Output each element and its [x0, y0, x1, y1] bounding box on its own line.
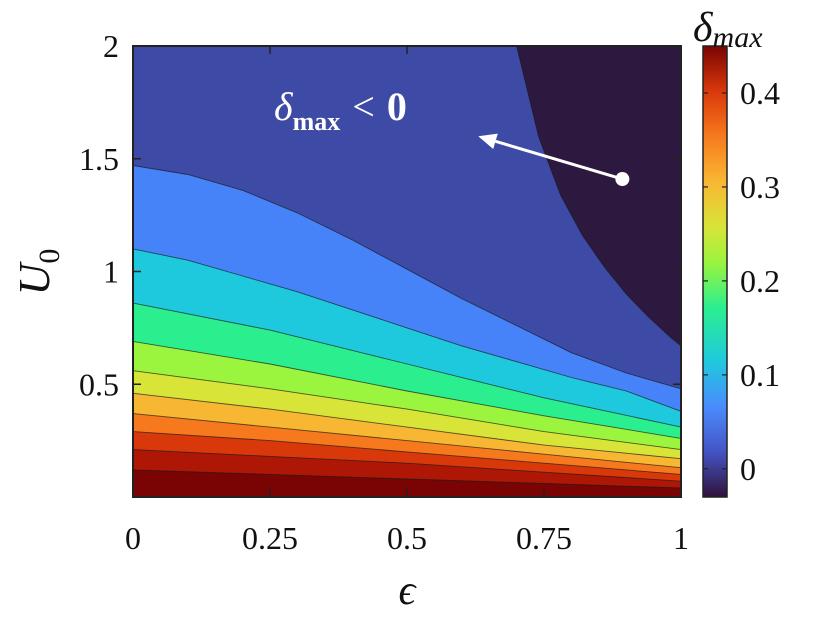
- contour-line-8: [133, 431, 681, 475]
- contour-line-2: [133, 248, 681, 412]
- annotation-dot: [615, 172, 630, 187]
- colorbar-tick-label: 0.3: [740, 169, 780, 205]
- annotation-arrowhead: [478, 133, 498, 149]
- contour-line-7: [133, 413, 681, 469]
- contour-line-9: [133, 449, 681, 482]
- contour-line-3: [133, 302, 681, 428]
- x-axis: 0 0.25 0.5 0.75 1: [125, 46, 689, 556]
- colorbar-label: δmax: [693, 5, 763, 54]
- x-tick-label: 0.25: [242, 520, 298, 556]
- colorbar-gradient: [702, 45, 728, 498]
- annotation-arrow: [495, 139, 623, 181]
- contour-regions: [133, 46, 681, 497]
- y-axis-label: U0: [10, 249, 66, 296]
- contour-line-6: [133, 392, 681, 460]
- region-negative: [516, 46, 681, 346]
- annotation-label: δmax <0: [274, 84, 407, 136]
- y-tick-label: 0.5: [79, 366, 119, 402]
- colorbar-tick-label: 0: [740, 451, 756, 487]
- colorbar-tick-label: 0.1: [740, 357, 780, 393]
- colorbar-tick-label: 0.4: [740, 75, 780, 111]
- y-tick-label: 1: [103, 254, 119, 290]
- colorbar-tick-label: 0.2: [740, 263, 780, 299]
- x-axis-label: ϵ: [399, 568, 418, 614]
- svg-text:U0: U0: [10, 249, 66, 296]
- contour-lines: [133, 46, 681, 489]
- contour-line-10: [133, 469, 681, 489]
- x-tick-label: 1: [673, 520, 689, 556]
- x-tick-label: 0: [125, 520, 141, 556]
- contour-line-5: [133, 370, 681, 451]
- y-tick-label: 2: [103, 28, 119, 64]
- y-axis: 0.5 1 1.5 2: [79, 28, 681, 402]
- colorbar: 0 0.1 0.2 0.3 0.4 δmax: [693, 5, 780, 498]
- contour-line-1: [133, 165, 681, 390]
- annotation: δmax <0: [274, 84, 630, 187]
- contour-line-4: [133, 340, 681, 439]
- y-axis-label-subscript: 0: [33, 249, 66, 264]
- colorbar-ticks: 0 0.1 0.2 0.3 0.4: [703, 75, 780, 487]
- x-tick-label: 0.75: [516, 520, 572, 556]
- y-tick-label: 1.5: [79, 141, 119, 177]
- y-axis-label-main: U: [10, 260, 59, 295]
- x-tick-label: 0.5: [387, 520, 427, 556]
